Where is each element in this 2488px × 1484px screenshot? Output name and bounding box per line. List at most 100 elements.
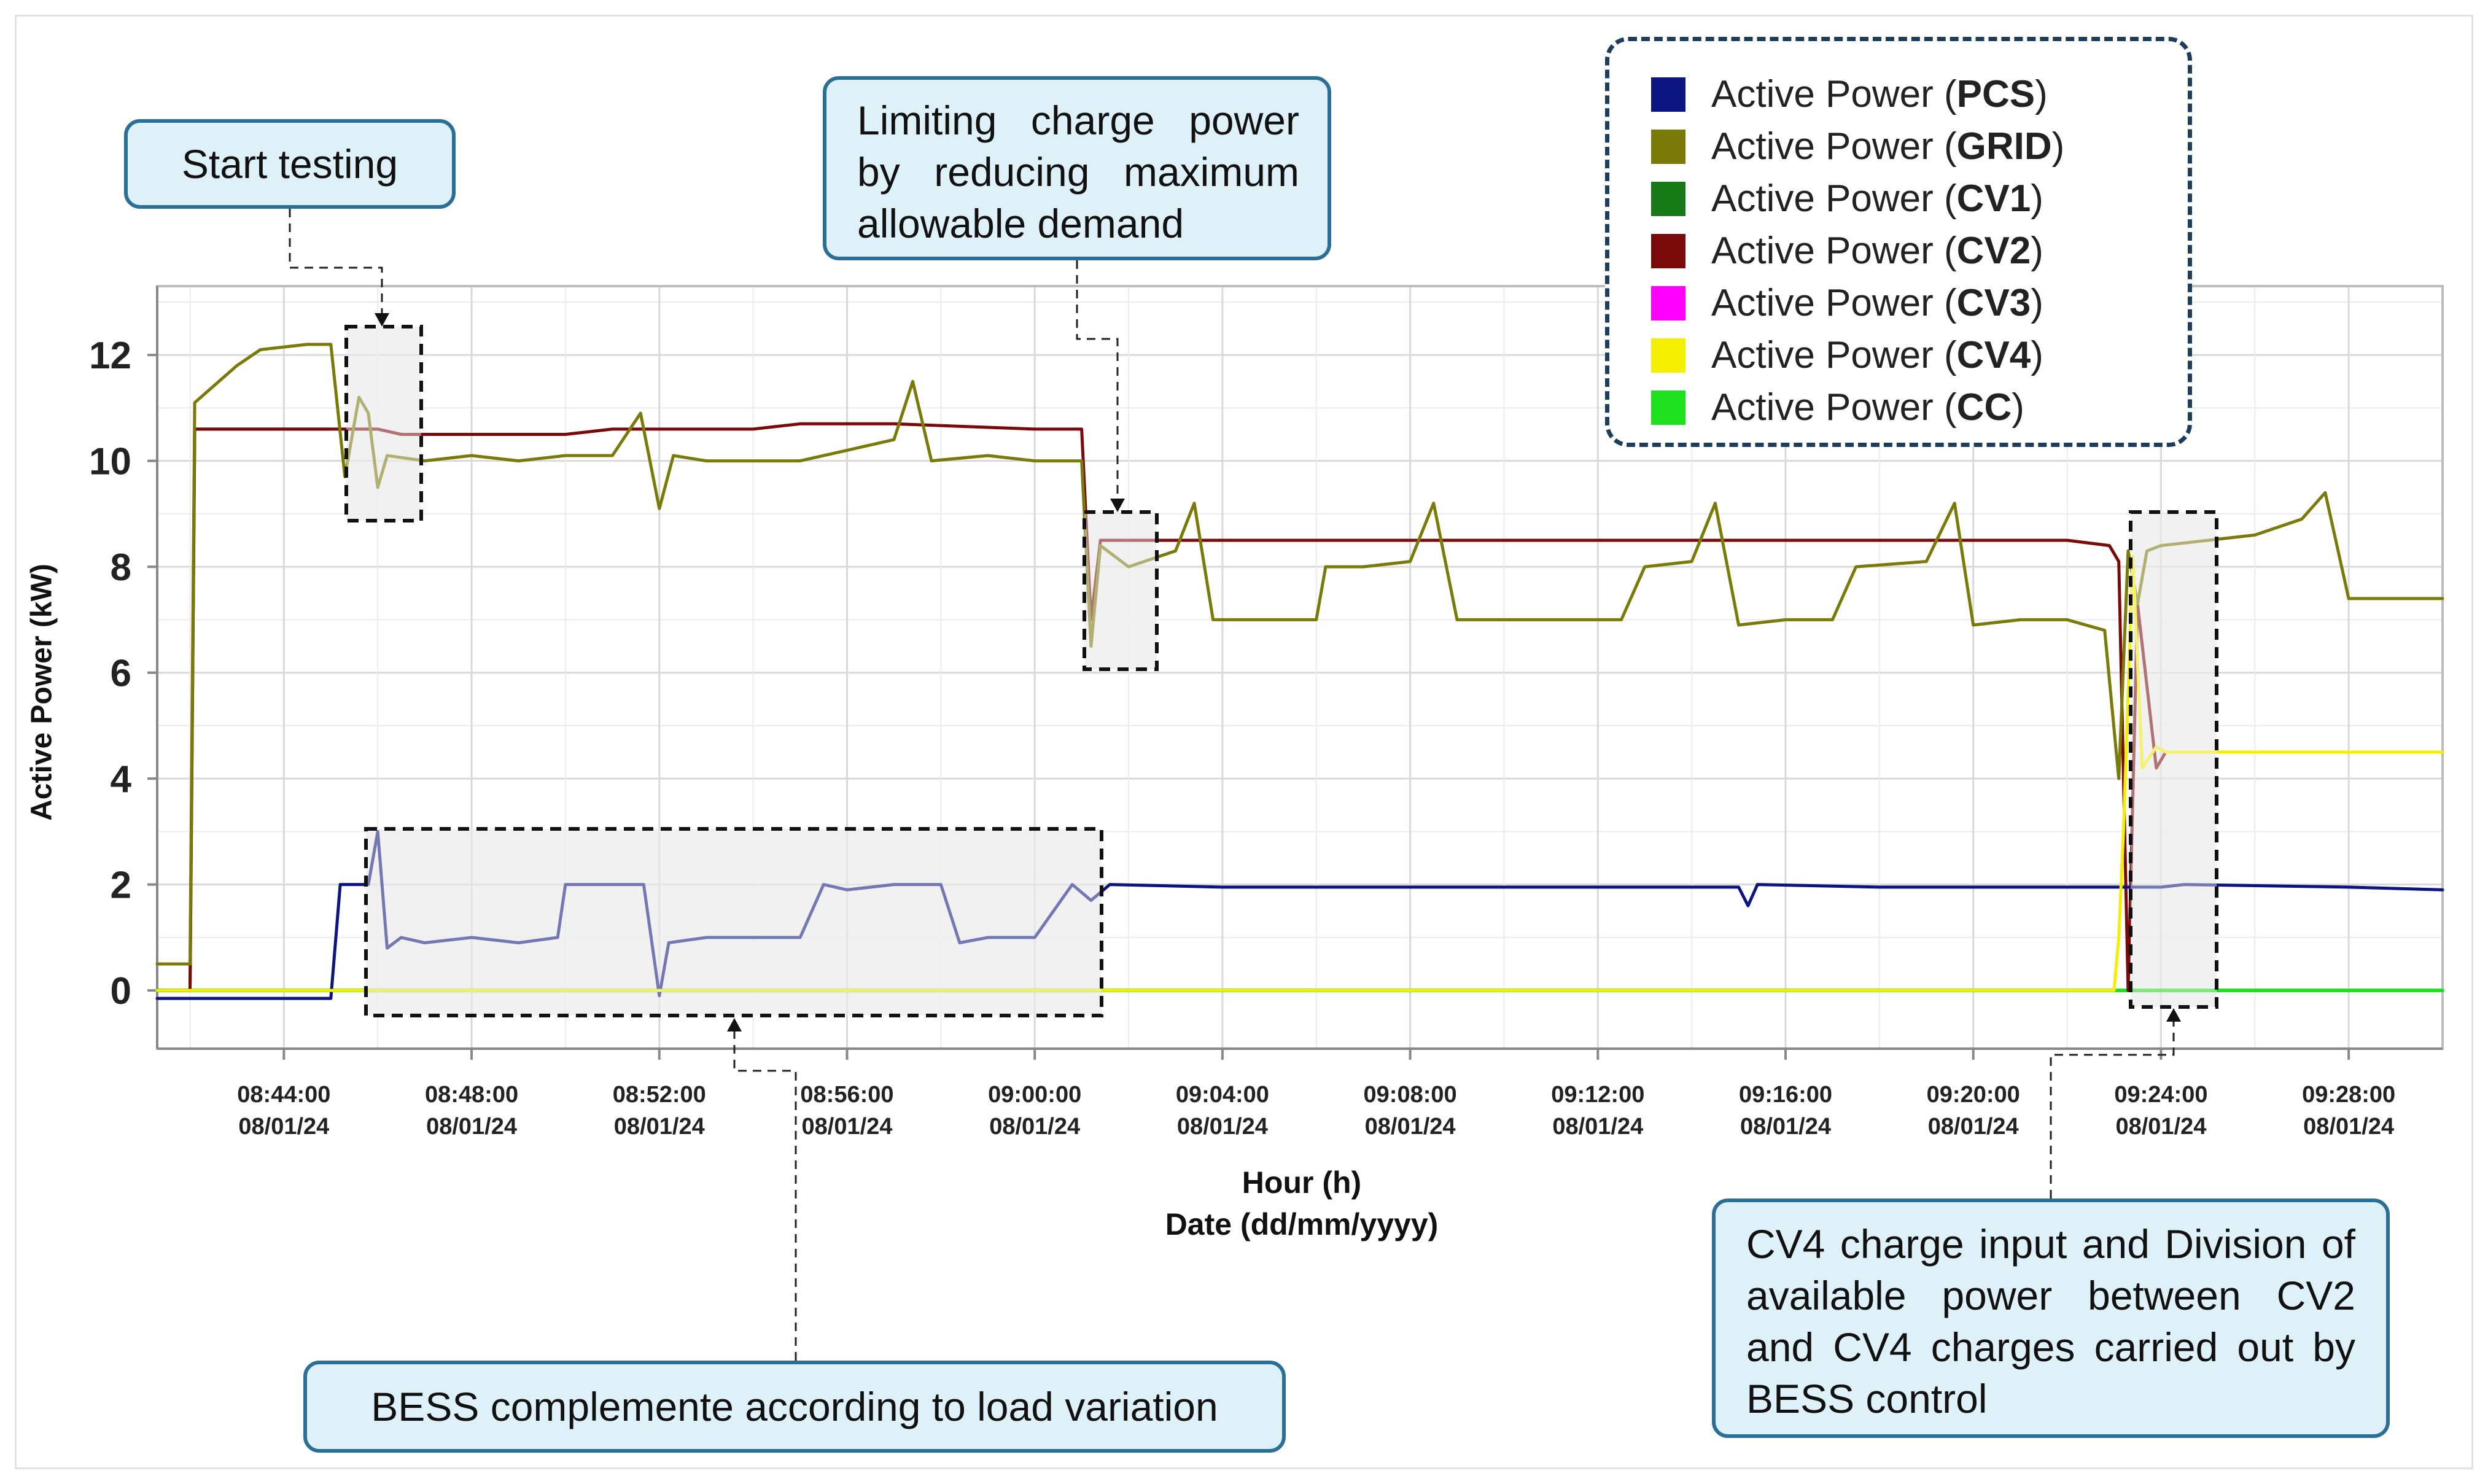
series-line-cv4 bbox=[155, 554, 2444, 992]
legend-prefix: Active Power ( bbox=[1711, 282, 1957, 324]
series-lines bbox=[155, 343, 2444, 1000]
x-tick-label-date: 08/01/24 bbox=[802, 1114, 893, 1140]
y-axis-label: Active Power (kW) bbox=[25, 564, 58, 821]
x-tick-label-time: 09:28:00 bbox=[2302, 1082, 2395, 1108]
x-tick-label-time: 08:56:00 bbox=[800, 1082, 893, 1108]
highlight-start-testing bbox=[346, 327, 421, 521]
y-tick-label: 6 bbox=[111, 653, 131, 695]
y-tick-label: 8 bbox=[111, 546, 131, 589]
y-tick-label: 0 bbox=[111, 970, 131, 1012]
x-tick-label-date: 08/01/24 bbox=[2115, 1114, 2206, 1140]
legend-prefix: Active Power ( bbox=[1711, 230, 1957, 272]
x-tick-label-time: 08:48:00 bbox=[425, 1082, 518, 1108]
legend-suffix: ) bbox=[2031, 177, 2043, 220]
legend-series-name: PCS bbox=[1956, 73, 2035, 115]
figure-frame bbox=[15, 15, 2473, 1469]
legend-swatch bbox=[1651, 390, 1685, 425]
axes bbox=[147, 285, 2444, 1060]
callout-limiting-charge: Limiting charge power by reducing maximu… bbox=[823, 76, 1331, 260]
legend-prefix: Active Power ( bbox=[1711, 386, 1957, 429]
y-tick-label: 2 bbox=[111, 864, 131, 907]
legend-swatch bbox=[1651, 286, 1685, 320]
highlight-cv4-charge bbox=[2131, 512, 2217, 1007]
legend-prefix: Active Power ( bbox=[1711, 73, 1957, 115]
connector-bess-complemente bbox=[733, 1031, 797, 1361]
callout-bess-complemente-text: BESS complemente according to load varia… bbox=[371, 1384, 1218, 1429]
callout-bess-complemente: BESS complemente according to load varia… bbox=[303, 1361, 1286, 1453]
x-axis-label: Hour (h) Date (dd/mm/yyyy) bbox=[946, 1162, 1658, 1245]
x-tick-label-date: 08/01/24 bbox=[1740, 1114, 1831, 1140]
x-tick-label-time: 08:52:00 bbox=[613, 1082, 706, 1108]
annotation-connectors bbox=[289, 209, 2218, 1361]
callout-start-testing-text: Start testing bbox=[181, 141, 398, 187]
x-tick-label-time: 09:08:00 bbox=[1364, 1082, 1457, 1108]
highlight-cv4-charge-border bbox=[2129, 510, 2218, 1009]
legend-suffix: ) bbox=[2051, 125, 2065, 168]
legend-suffix: ) bbox=[2031, 334, 2043, 376]
y-tick-label: 12 bbox=[89, 335, 131, 377]
connector-start-testing bbox=[289, 209, 383, 313]
legend-series-name: CV2 bbox=[1956, 230, 2031, 272]
legend-item-pcs: Active Power (PCS) bbox=[1651, 68, 2188, 120]
legend-item-cv1: Active Power (CV1) bbox=[1651, 173, 2188, 225]
x-tick-label-time: 09:16:00 bbox=[1739, 1082, 1832, 1108]
series-line-grid bbox=[155, 343, 2444, 966]
legend-suffix: ) bbox=[2031, 282, 2043, 324]
x-tick-label-date: 08/01/24 bbox=[1552, 1114, 1643, 1140]
legend-prefix: Active Power ( bbox=[1711, 177, 1957, 220]
connector-limiting-charge bbox=[1076, 260, 1119, 499]
legend-suffix: ) bbox=[2035, 73, 2048, 115]
legend-series-name: CC bbox=[1956, 386, 2012, 429]
highlight-regions bbox=[157, 286, 2443, 1049]
highlight-limiting-charge-border bbox=[1083, 510, 1159, 671]
connector-cv4-charge bbox=[2050, 1022, 2175, 1198]
legend-swatch bbox=[1651, 181, 1685, 216]
arrow-start-testing bbox=[375, 313, 389, 327]
x-tick-label-time: 09:20:00 bbox=[1927, 1082, 2020, 1108]
legend-swatch bbox=[1651, 338, 1685, 373]
legend-item-grid: Active Power (GRID) bbox=[1651, 120, 2188, 173]
x-tick-label-time: 09:04:00 bbox=[1176, 1082, 1269, 1108]
legend-suffix: ) bbox=[2012, 386, 2024, 429]
legend-series-name: CV1 bbox=[1956, 177, 2031, 220]
x-tick-label-time: 09:12:00 bbox=[1551, 1082, 1644, 1108]
x-tick-label-time: 09:00:00 bbox=[988, 1082, 1081, 1108]
x-tick-label-date: 08/01/24 bbox=[2303, 1114, 2394, 1140]
legend-item-cv4: Active Power (CV4) bbox=[1651, 329, 2188, 381]
x-tick-label-date: 08/01/24 bbox=[989, 1114, 1080, 1140]
arrow-bess-complemente bbox=[727, 1018, 742, 1031]
x-axis-label-line1: Hour (h) bbox=[1242, 1165, 1362, 1200]
legend-item-cv2: Active Power (CV2) bbox=[1651, 225, 2188, 277]
callout-start-testing: Start testing bbox=[124, 119, 456, 209]
callout-cv4-charge: CV4 charge input and Division of availab… bbox=[1712, 1198, 2390, 1438]
legend-prefix: Active Power ( bbox=[1711, 125, 1957, 168]
legend-item-cv3: Active Power (CV3) bbox=[1651, 277, 2188, 329]
arrow-limiting-charge bbox=[1110, 499, 1125, 512]
x-tick-label-date: 08/01/24 bbox=[1177, 1114, 1268, 1140]
legend: Active Power (PCS) Active Power (GRID) Act… bbox=[1605, 37, 2192, 447]
x-tick-label-date: 08/01/24 bbox=[426, 1114, 517, 1140]
legend-item-cc: Active Power (CC) bbox=[1651, 381, 2188, 433]
highlight-bess-complemente bbox=[366, 829, 1102, 1016]
x-tick-label-date: 08/01/24 bbox=[1365, 1114, 1456, 1140]
arrow-cv4-charge bbox=[2166, 1008, 2181, 1022]
legend-suffix: ) bbox=[2031, 230, 2043, 272]
legend-series-name: CV3 bbox=[1956, 282, 2031, 324]
x-tick-label-date: 08/01/24 bbox=[614, 1114, 705, 1140]
highlight-start-testing-border bbox=[344, 325, 423, 523]
x-tick-label-time: 09:24:00 bbox=[2114, 1082, 2207, 1108]
y-tick-label: 4 bbox=[111, 758, 132, 801]
x-tick-label-date: 08/01/24 bbox=[1928, 1114, 2019, 1140]
legend-swatch bbox=[1651, 77, 1685, 112]
callout-cv4-charge-text: CV4 charge input and Division of availab… bbox=[1746, 1221, 2355, 1421]
series-line-pcs bbox=[155, 829, 2444, 1000]
legend-series-name: GRID bbox=[1956, 125, 2052, 168]
y-tick-label: 10 bbox=[89, 441, 131, 483]
legend-series-name: CV4 bbox=[1956, 334, 2031, 376]
legend-prefix: Active Power ( bbox=[1711, 334, 1957, 376]
x-tick-label-time: 08:44:00 bbox=[237, 1082, 330, 1108]
tick-labels: 0 2 4 6 8 10 12 08:44:00 08/01/24 08:48:00 08/01/2… bbox=[89, 335, 2395, 1140]
x-axis-label-line2: Date (dd/mm/yyyy) bbox=[1165, 1207, 1439, 1241]
x-tick-label-date: 08/01/24 bbox=[238, 1114, 329, 1140]
